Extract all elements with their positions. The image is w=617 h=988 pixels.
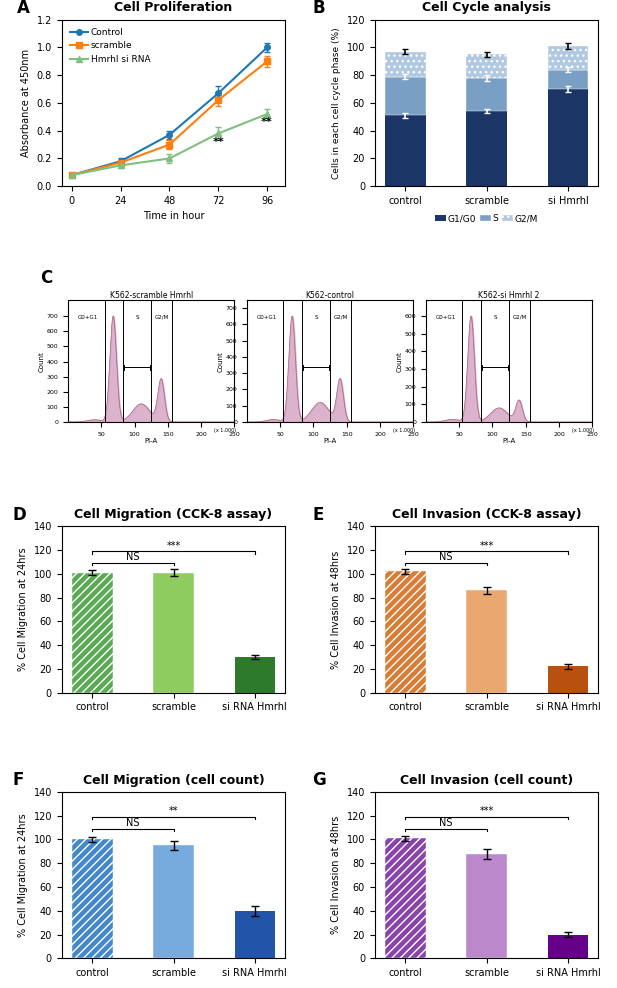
Text: **: **	[212, 136, 224, 146]
Bar	[385, 838, 426, 958]
Title: Cell Cycle analysis: Cell Cycle analysis	[422, 1, 551, 15]
Hmrhl si RNA	[68, 169, 75, 181]
Control	[68, 169, 75, 181]
Bar	[548, 667, 589, 693]
Text: (x 1,000): (x 1,000)	[572, 428, 594, 433]
Bar	[466, 112, 507, 186]
Y-axis label: Count: Count	[397, 351, 403, 371]
Control	[166, 128, 173, 140]
X-axis label: PI-A: PI-A	[144, 438, 158, 444]
Bar	[466, 54, 507, 78]
Hmrhl si RNA	[117, 159, 125, 171]
Bar	[385, 571, 426, 693]
Text: ***: ***	[479, 806, 494, 816]
X-axis label: PI-A: PI-A	[323, 438, 337, 444]
Text: NS: NS	[126, 818, 139, 828]
Text: NS: NS	[439, 552, 453, 562]
Bar	[234, 657, 275, 693]
Text: G: G	[312, 772, 326, 789]
Bar	[153, 573, 194, 693]
Bar	[466, 78, 507, 112]
Text: **: **	[261, 118, 273, 127]
scramble	[117, 157, 125, 169]
scramble	[166, 138, 173, 150]
Text: E: E	[312, 506, 323, 524]
Y-axis label: % Cell Migration at 24hrs: % Cell Migration at 24hrs	[18, 547, 28, 671]
Bar	[548, 46, 589, 70]
scramble	[68, 169, 75, 181]
Y-axis label: Cells in each cell cycle phase (%): Cells in each cell cycle phase (%)	[332, 27, 341, 179]
Text: ***: ***	[167, 540, 181, 550]
X-axis label: Time in hour: Time in hour	[143, 211, 204, 221]
Line: Hmrhl si RNA: Hmrhl si RNA	[69, 112, 270, 178]
Text: (x 1,000): (x 1,000)	[214, 428, 236, 433]
Bar	[234, 911, 275, 958]
Text: D: D	[12, 506, 27, 524]
Text: **: **	[169, 806, 178, 816]
Text: B: B	[312, 0, 325, 17]
Text: G0+G1: G0+G1	[257, 314, 277, 319]
Y-axis label: % Cell Migration at 24hrs: % Cell Migration at 24hrs	[18, 813, 28, 937]
Y-axis label: Count: Count	[39, 351, 45, 371]
Title: K562-scramble Hmrhl: K562-scramble Hmrhl	[110, 290, 193, 299]
Text: C: C	[40, 269, 52, 287]
scramble	[263, 55, 271, 67]
Line: Control: Control	[69, 44, 270, 178]
Hmrhl si RNA	[166, 152, 173, 164]
Bar	[72, 573, 112, 693]
Bar	[385, 51, 426, 77]
Control	[215, 87, 222, 99]
Text: G0+G1: G0+G1	[436, 314, 456, 319]
Hmrhl si RNA	[215, 127, 222, 139]
Text: (x 1,000): (x 1,000)	[393, 428, 415, 433]
Title: Cell Migration (cell count): Cell Migration (cell count)	[83, 774, 265, 786]
Bar	[548, 935, 589, 958]
Control	[263, 41, 271, 53]
Text: G2/M: G2/M	[513, 314, 527, 319]
Control	[117, 155, 125, 167]
Title: Cell Invasion (cell count): Cell Invasion (cell count)	[400, 774, 573, 786]
Bar	[385, 116, 426, 186]
Y-axis label: % Cell Invasion at 48hrs: % Cell Invasion at 48hrs	[331, 550, 341, 669]
X-axis label: PI-A: PI-A	[502, 438, 516, 444]
Text: S: S	[314, 314, 318, 319]
Bar	[466, 854, 507, 958]
Title: K562-si Hmrhl 2: K562-si Hmrhl 2	[478, 290, 540, 299]
Bar	[466, 591, 507, 693]
Text: G2/M: G2/M	[334, 314, 348, 319]
Text: F: F	[12, 772, 24, 789]
Title: Cell Proliferation: Cell Proliferation	[114, 1, 233, 15]
Text: NS: NS	[126, 552, 139, 562]
Line: scramble: scramble	[69, 58, 270, 178]
Text: A: A	[17, 0, 30, 17]
Text: S: S	[135, 314, 139, 319]
Bar	[548, 89, 589, 186]
Hmrhl si RNA	[263, 108, 271, 120]
Text: G2/M: G2/M	[155, 314, 169, 319]
scramble	[215, 94, 222, 106]
Text: NS: NS	[439, 818, 453, 828]
Bar	[72, 840, 112, 958]
Y-axis label: % Cell Invasion at 48hrs: % Cell Invasion at 48hrs	[331, 816, 341, 935]
Y-axis label: Count: Count	[218, 351, 224, 371]
Title: K562-control: K562-control	[305, 290, 355, 299]
Legend: Control, scramble, Hmrhl si RNA: Control, scramble, Hmrhl si RNA	[66, 25, 154, 67]
Legend: G1/G0, S, G2/M: G1/G0, S, G2/M	[432, 210, 542, 227]
Text: G0+G1: G0+G1	[78, 314, 98, 319]
Text: S: S	[493, 314, 497, 319]
Title: Cell Migration (CCK-8 assay): Cell Migration (CCK-8 assay)	[75, 508, 273, 521]
Y-axis label: Absorbance at 450nm: Absorbance at 450nm	[21, 48, 31, 157]
Text: ***: ***	[479, 540, 494, 550]
Bar	[548, 70, 589, 89]
Bar	[153, 846, 194, 958]
Bar	[385, 77, 426, 116]
Title: Cell Invasion (CCK-8 assay): Cell Invasion (CCK-8 assay)	[392, 508, 581, 521]
